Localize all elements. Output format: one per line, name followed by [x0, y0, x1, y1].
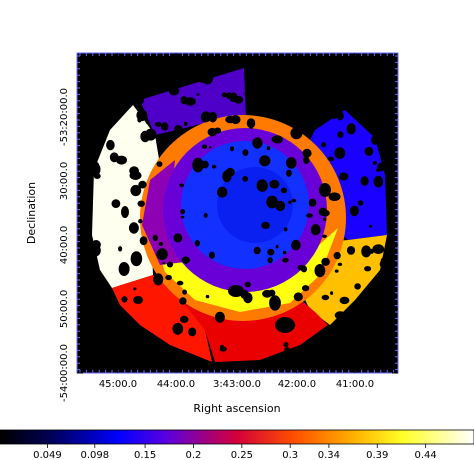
y-tick-label: 50:00.0: [59, 290, 70, 328]
y-axis-label: Declination: [25, 182, 38, 244]
x-tick-label: 42:00.0: [278, 379, 316, 390]
x-tick-label: 3:43:00.0: [213, 379, 261, 390]
y-tick-label: 30:00.0: [59, 162, 70, 200]
x-axis-label: Right ascension: [193, 402, 280, 415]
x-tick-label: 44:00.0: [157, 379, 195, 390]
colorbar-tick-label: 0.049: [33, 450, 62, 460]
y-tick-label: -54:00:00.0: [59, 344, 70, 402]
major-ticks: [77, 53, 398, 374]
sky-image: [92, 68, 387, 362]
region-middle-ring-sw: [150, 225, 338, 312]
x-tick-label: 45:00.0: [99, 379, 137, 390]
colorbar-frame: [0, 429, 474, 445]
y-tick-label: 40:00.0: [59, 226, 70, 264]
colorbar-tick-label: 0.15: [134, 450, 156, 460]
colorbar-tick-label: 0.2: [186, 450, 202, 460]
colorbar: [0, 430, 474, 444]
y-tick-label: -53:20:00.0: [59, 88, 70, 146]
region-outer-sw: [112, 275, 212, 362]
x-tick-label: 41:00.0: [336, 379, 374, 390]
colorbar-tick-label: 0.39: [366, 450, 388, 460]
colorbar-tick-label: 0.34: [318, 450, 340, 460]
region-core-center: [217, 167, 293, 243]
colorbar-tick-label: 0.44: [414, 450, 436, 460]
colorbar-tick-label: 0.25: [231, 450, 253, 460]
colorbar-tick-label: 0.098: [80, 450, 109, 460]
colorbar-tick-label: 0.3: [282, 450, 298, 460]
